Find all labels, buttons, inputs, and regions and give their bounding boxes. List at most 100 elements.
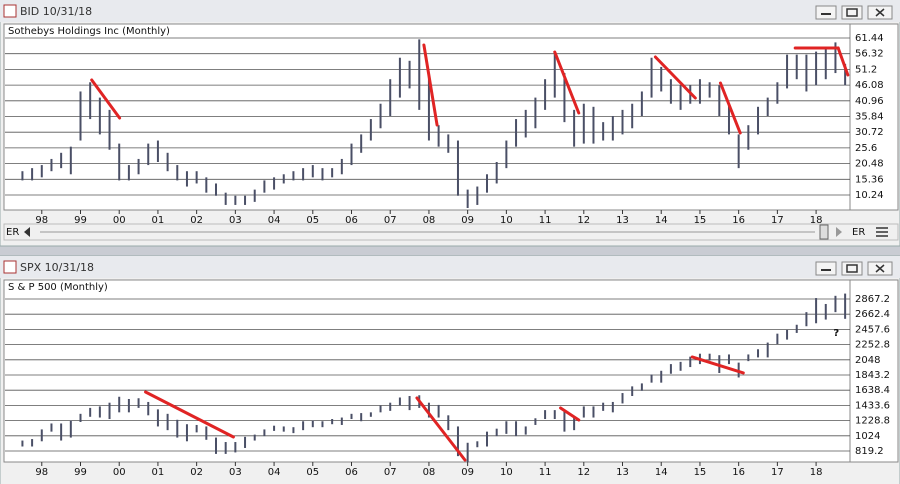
y-tick-label: 2457.6 — [855, 324, 890, 335]
x-tick-label: 99 — [74, 467, 87, 478]
title-bar — [0, 0, 900, 22]
x-tick-label: 05 — [306, 467, 319, 478]
trend-line — [415, 396, 467, 462]
window-title: BID 10/31/18 — [20, 5, 92, 18]
y-tick-label: 51.2 — [855, 64, 877, 75]
x-tick-label: 13 — [616, 215, 629, 226]
y-tick-label: 35.84 — [855, 111, 884, 122]
x-tick-label: 13 — [616, 467, 629, 478]
scroll-label: ER — [6, 227, 19, 238]
x-tick-label: 11 — [539, 215, 552, 226]
restore-button[interactable] — [841, 5, 863, 20]
x-tick-label: 16 — [732, 467, 745, 478]
x-tick-label: 04 — [268, 467, 281, 478]
scroll-left-button[interactable] — [24, 227, 30, 237]
scroll-label: ER — [852, 227, 865, 238]
trend-line — [836, 46, 850, 77]
x-tick-label: 02 — [190, 467, 203, 478]
y-tick-label: 1024 — [855, 431, 880, 442]
icon — [875, 264, 885, 273]
y-tick-label: 819.2 — [855, 446, 884, 457]
x-tick-label: 14 — [655, 215, 668, 226]
trend-line — [718, 81, 742, 135]
trend-line — [690, 355, 745, 375]
x-tick-label: 10 — [500, 467, 513, 478]
y-tick-label: 2662.4 — [855, 309, 890, 320]
window-title: SPX 10/31/18 — [20, 261, 94, 274]
x-tick-label: 15 — [694, 215, 707, 226]
icon — [875, 8, 885, 17]
x-tick-label: 05 — [306, 215, 319, 226]
x-tick-label: 17 — [771, 467, 784, 478]
x-tick-label: 16 — [732, 215, 745, 226]
trend-line — [422, 43, 439, 127]
chart-title: S & P 500 (Monthly) — [8, 282, 108, 293]
y-tick-label: 61.44 — [855, 33, 884, 44]
x-tick-label: 98 — [35, 467, 48, 478]
x-tick-label: 06 — [345, 467, 358, 478]
x-tick-label: 07 — [384, 467, 397, 478]
chart-title: Sothebys Holdings Inc (Monthly) — [8, 26, 170, 37]
menu-button[interactable] — [876, 227, 888, 237]
y-tick-label: 25.6 — [855, 143, 877, 154]
restore-button[interactable] — [841, 261, 863, 276]
y-tick-label: 46.08 — [855, 80, 884, 91]
plot-area — [3, 23, 899, 211]
x-tick-label: 03 — [229, 215, 242, 226]
plot-area — [3, 279, 899, 463]
x-tick-label: 10 — [500, 215, 513, 226]
y-tick-label: 1638.4 — [855, 385, 890, 396]
x-tick-label: 08 — [423, 467, 436, 478]
annotation: ? — [833, 328, 839, 339]
x-tick-label: 14 — [655, 467, 668, 478]
y-tick-label: 2867.2 — [855, 294, 890, 305]
y-tick-label: 1228.8 — [855, 416, 890, 427]
trend-line — [653, 55, 697, 100]
y-tick-label: 2252.8 — [855, 340, 890, 351]
scroll-right-button[interactable] — [836, 227, 842, 237]
x-tick-label: 17 — [771, 215, 784, 226]
x-tick-label: 09 — [461, 467, 474, 478]
x-tick-label: 00 — [113, 467, 126, 478]
x-tick-label: 18 — [810, 215, 823, 226]
x-tick-label: 98 — [35, 215, 48, 226]
x-tick-label: 07 — [384, 215, 397, 226]
trend-line — [144, 390, 235, 439]
minimize-button[interactable] — [815, 5, 837, 20]
x-tick-label: 01 — [152, 215, 165, 226]
y-tick-label: 20.48 — [855, 159, 884, 170]
x-tick-label: 09 — [461, 215, 474, 226]
app-icon — [3, 260, 17, 274]
scroll-thumb[interactable] — [819, 224, 829, 240]
minimize-button[interactable] — [815, 261, 837, 276]
y-tick-label: 2048 — [855, 355, 880, 366]
icon — [846, 8, 858, 17]
trend-line — [90, 78, 122, 120]
x-tick-label: 12 — [577, 215, 590, 226]
x-tick-label: 18 — [810, 467, 823, 478]
y-tick-label: 10.24 — [855, 190, 884, 201]
y-tick-label: 40.96 — [855, 96, 884, 107]
trend-line — [559, 406, 581, 422]
x-tick-label: 06 — [345, 215, 358, 226]
title-bar — [0, 256, 900, 278]
app-icon — [3, 4, 17, 18]
trend-line — [553, 50, 581, 115]
x-tick-label: 99 — [74, 215, 87, 226]
icon — [846, 264, 858, 273]
y-tick-label: 30.72 — [855, 127, 884, 138]
x-tick-label: 08 — [423, 215, 436, 226]
y-tick-label: 1433.6 — [855, 400, 890, 411]
y-tick-label: 56.32 — [855, 49, 884, 60]
y-tick-label: 1843.2 — [855, 370, 890, 381]
x-tick-label: 04 — [268, 215, 281, 226]
x-tick-label: 11 — [539, 467, 552, 478]
x-tick-label: 03 — [229, 467, 242, 478]
x-tick-label: 15 — [694, 467, 707, 478]
x-tick-label: 12 — [577, 467, 590, 478]
x-tick-label: 01 — [152, 467, 165, 478]
x-tick-label: 00 — [113, 215, 126, 226]
y-tick-label: 15.36 — [855, 174, 884, 185]
